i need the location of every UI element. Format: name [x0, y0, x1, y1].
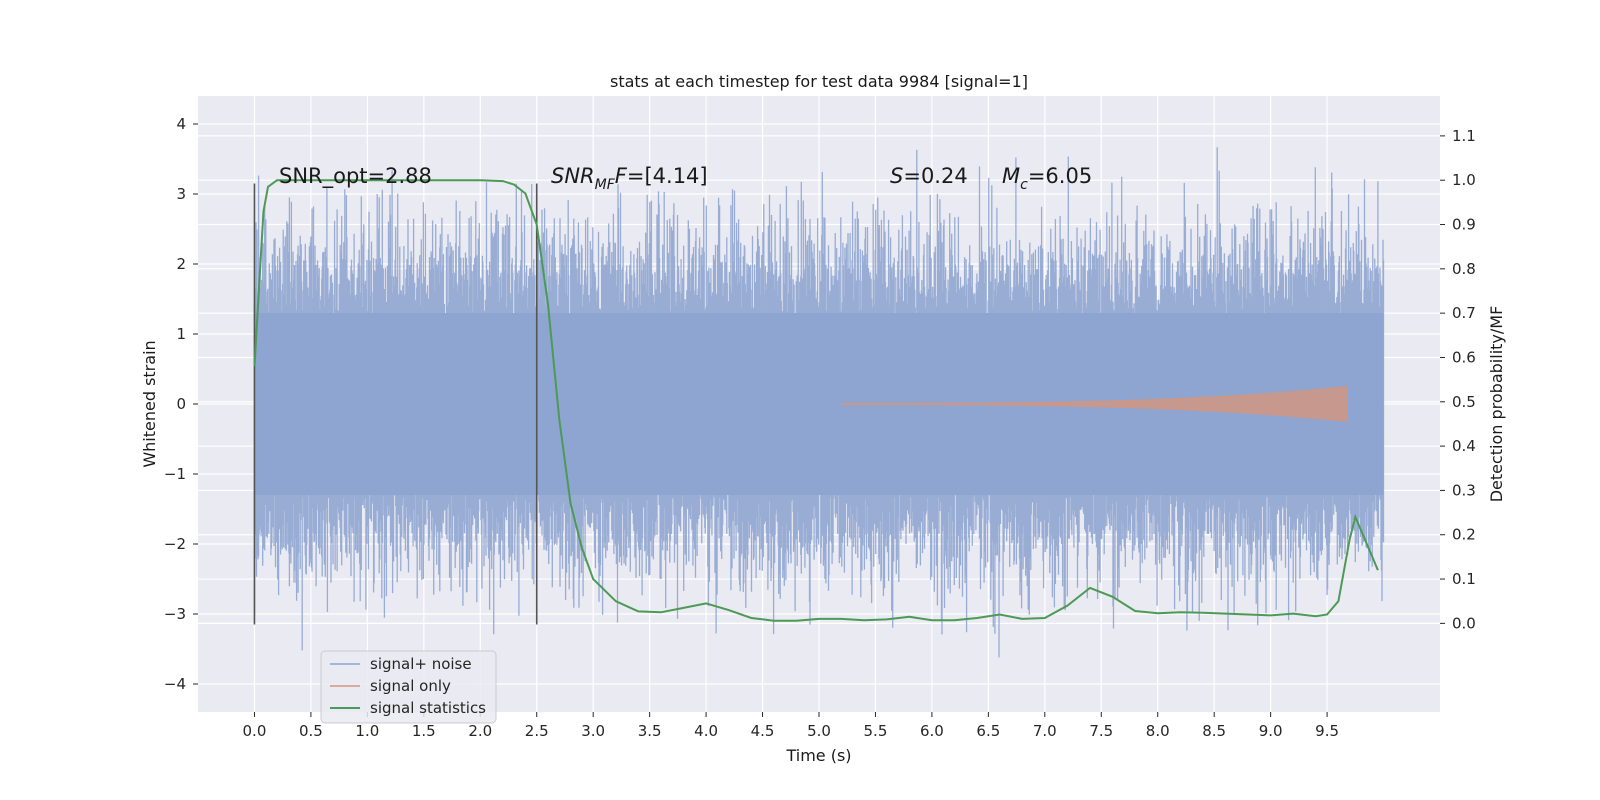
snr-mf-symbol: SNR	[551, 164, 595, 188]
x-tick-label: 1.5	[412, 722, 436, 740]
x-tick-label: 1.0	[355, 722, 379, 740]
mc-subscript: c	[1020, 177, 1028, 193]
x-tick-label: 2.0	[468, 722, 492, 740]
x-tick-label: 6.0	[920, 722, 944, 740]
y-right-tick-label: 0.5	[1452, 393, 1476, 411]
s-value: =0.24	[903, 164, 967, 188]
x-tick-label: 0.0	[243, 722, 267, 740]
series-signal-only	[841, 386, 1348, 422]
y-tick-label: −1	[164, 465, 186, 483]
series-signal-statistics	[253, 179, 1379, 622]
x-tick-label: 9.5	[1315, 722, 1339, 740]
y-right-tick-label: 0.1	[1452, 570, 1476, 588]
snr-mf-f: F	[615, 164, 628, 188]
annotation-snr-mf: SNRMFF=[4.14]	[551, 164, 708, 193]
vertical-markers	[253, 183, 538, 625]
y-right-tick-label: 0.9	[1452, 216, 1476, 234]
y-right-tick-label: 0.7	[1452, 304, 1476, 322]
mc-symbol: M	[1002, 164, 1020, 188]
y-axis-right-ticks: 1.1 1.0 0.9 0.8 0.7 0.6 0.5 0.4 0.3 0.2 0.1 0.0	[1440, 127, 1476, 632]
y-tick-label: 0	[176, 395, 186, 413]
chart-title: stats at each timestep for test data 998…	[610, 72, 1028, 91]
y-tick-label: −3	[164, 605, 186, 623]
y-tick-label: 4	[176, 115, 186, 133]
y-axis-right-label: Detection probability/MF	[1487, 306, 1506, 503]
y-right-tick-label: 0.0	[1452, 614, 1476, 632]
y-right-tick-label: 0.6	[1452, 348, 1476, 366]
annotation-mc: Mc=6.05	[1002, 164, 1092, 193]
y-right-tick-label: 0.4	[1452, 437, 1476, 455]
legend-label-signal-statistics: signal statistics	[370, 699, 486, 717]
annotation-s: S=0.24	[890, 164, 968, 188]
legend-box	[320, 650, 497, 724]
y-tick-label: −2	[164, 535, 186, 553]
x-tick-label: 3.0	[581, 722, 605, 740]
x-tick-label: 6.5	[976, 722, 1000, 740]
x-tick-label: 9.0	[1259, 722, 1283, 740]
y-right-tick-label: 1.0	[1452, 171, 1476, 189]
x-tick-label: 7.0	[1033, 722, 1057, 740]
y-right-tick-label: 0.8	[1452, 260, 1476, 278]
x-tick-label: 8.0	[1146, 722, 1170, 740]
x-tick-label: 5.5	[864, 722, 888, 740]
y-tick-label: 2	[176, 255, 186, 273]
x-tick-label: 3.5	[638, 722, 662, 740]
x-tick-label: 8.5	[1202, 722, 1226, 740]
x-axis-label: Time (s)	[785, 746, 851, 765]
x-tick-label: 4.5	[751, 722, 775, 740]
y-right-tick-label: 0.2	[1452, 526, 1476, 544]
x-tick-label: 5.0	[807, 722, 831, 740]
y-right-tick-label: 0.3	[1452, 481, 1476, 499]
x-axis-ticks: 0.0 0.5 1.0 1.5 2.0 2.5 3.0 3.5 4.0 4.5 5.0 5.5 6.0 6…	[243, 712, 1339, 740]
snr-mf-value: =[4.14]	[627, 164, 708, 188]
annotation-snr-opt: SNR_opt=2.88	[279, 164, 432, 189]
y-tick-label: 3	[176, 185, 186, 203]
x-tick-label: 0.5	[299, 722, 323, 740]
y-axis-ticks: 4 3 2 1 0 −1 −2 −3 −4	[164, 115, 198, 693]
s-symbol: S	[890, 164, 903, 188]
y-right-tick-label: 1.1	[1452, 127, 1476, 145]
y-tick-label: 1	[176, 325, 186, 343]
x-tick-label: 7.5	[1089, 722, 1113, 740]
legend: signal+ noise signal only signal statist…	[320, 650, 497, 724]
snr-mf-subscript: MF	[595, 177, 616, 193]
x-tick-label: 4.0	[694, 722, 718, 740]
y-tick-label: −4	[164, 675, 186, 693]
x-tick-label: 2.5	[525, 722, 549, 740]
y-axis-label: Whitened strain	[140, 340, 159, 467]
legend-label-signal-only: signal only	[370, 677, 451, 695]
legend-label-signal-plus-noise: signal+ noise	[370, 655, 472, 673]
mc-value: =6.05	[1028, 164, 1092, 188]
